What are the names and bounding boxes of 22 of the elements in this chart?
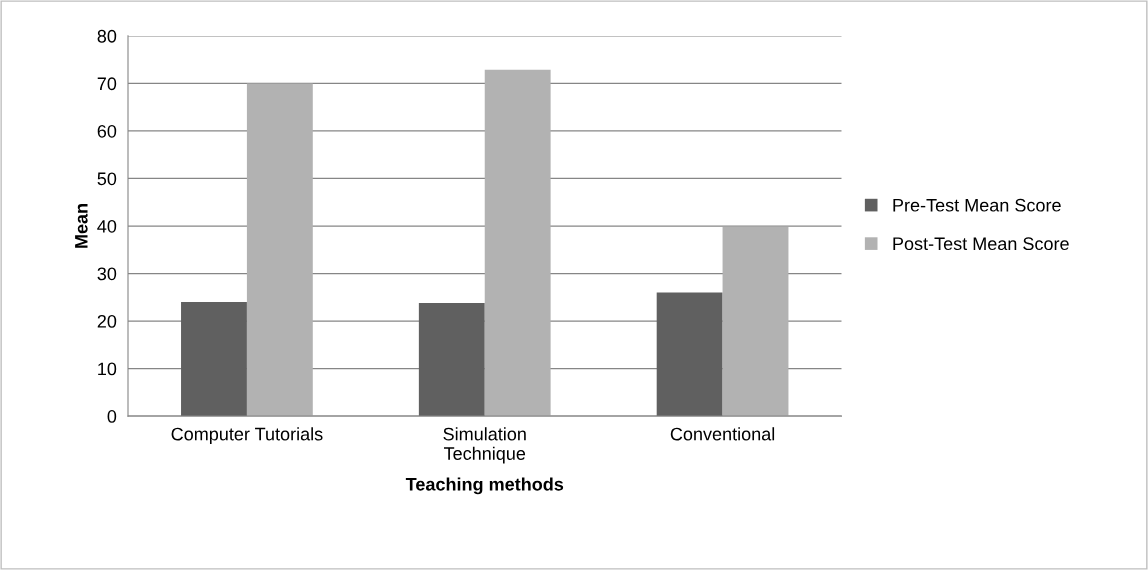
y-tick-label: 50 [97, 172, 117, 186]
x-axis-title: Teaching methods [405, 477, 564, 495]
bar [484, 69, 551, 417]
bar [722, 226, 789, 417]
y-tick-label: 0 [107, 410, 117, 423]
x-tick-label: Computer Tutorials [171, 427, 323, 445]
y-axis-title: Mean [75, 204, 88, 248]
x-tick-label: Conventional [670, 427, 775, 441]
bar [246, 83, 313, 417]
legend-label: Post-Test Mean Score [893, 237, 1069, 251]
bar [656, 292, 723, 417]
y-tick-label: 80 [97, 29, 117, 43]
y-tick-label: 20 [97, 314, 117, 328]
bar [181, 302, 247, 417]
y-tick-label: 60 [97, 124, 117, 138]
y-tick-label: 10 [98, 362, 117, 376]
y-tick-label: 30 [97, 267, 117, 281]
legend-label: Pre-Test Mean Score [893, 198, 1061, 212]
y-tick-label: 40 [97, 219, 117, 233]
x-tick-label: Simulation Technique [443, 427, 526, 464]
bar [418, 302, 485, 417]
y-tick-label: 70 [97, 77, 117, 91]
